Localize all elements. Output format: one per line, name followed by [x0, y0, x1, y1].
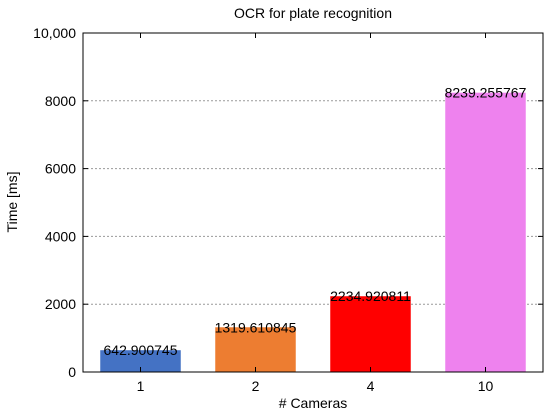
y-tick-label: 6000	[45, 161, 76, 177]
bar	[445, 92, 526, 372]
y-tick-label: 8000	[45, 93, 76, 109]
x-tick-label: 1	[137, 378, 145, 394]
bar	[100, 350, 181, 372]
y-axis-label: Time [ms]	[4, 172, 20, 233]
bar-value-label: 1319.610845	[215, 319, 297, 335]
y-tick-label: 2000	[45, 296, 76, 312]
chart-title: OCR for plate recognition	[234, 5, 392, 21]
y-tick-label: 10,000	[33, 25, 76, 41]
bars	[100, 92, 526, 372]
data-labels: 642.900745 1319.610845 2234.920811 8239.255…	[104, 85, 527, 359]
bar-value-label: 8239.255767	[445, 85, 527, 101]
bar	[330, 296, 411, 372]
x-axis-label: # Cameras	[279, 395, 347, 411]
axis-ticks: 0 2000 4000 6000 8000 10,000 1 2 4 10	[33, 25, 543, 394]
bar-value-label: 2234.920811	[330, 288, 411, 304]
plot-frame	[82, 32, 544, 373]
gridlines	[83, 100, 543, 305]
y-tick-label: 4000	[45, 228, 76, 244]
x-tick-label: 4	[367, 378, 375, 394]
x-tick-label: 2	[252, 378, 260, 394]
bar-value-label: 642.900745	[104, 342, 178, 358]
bar	[215, 327, 296, 372]
x-tick-label: 10	[478, 378, 494, 394]
y-tick-label: 0	[68, 364, 76, 380]
